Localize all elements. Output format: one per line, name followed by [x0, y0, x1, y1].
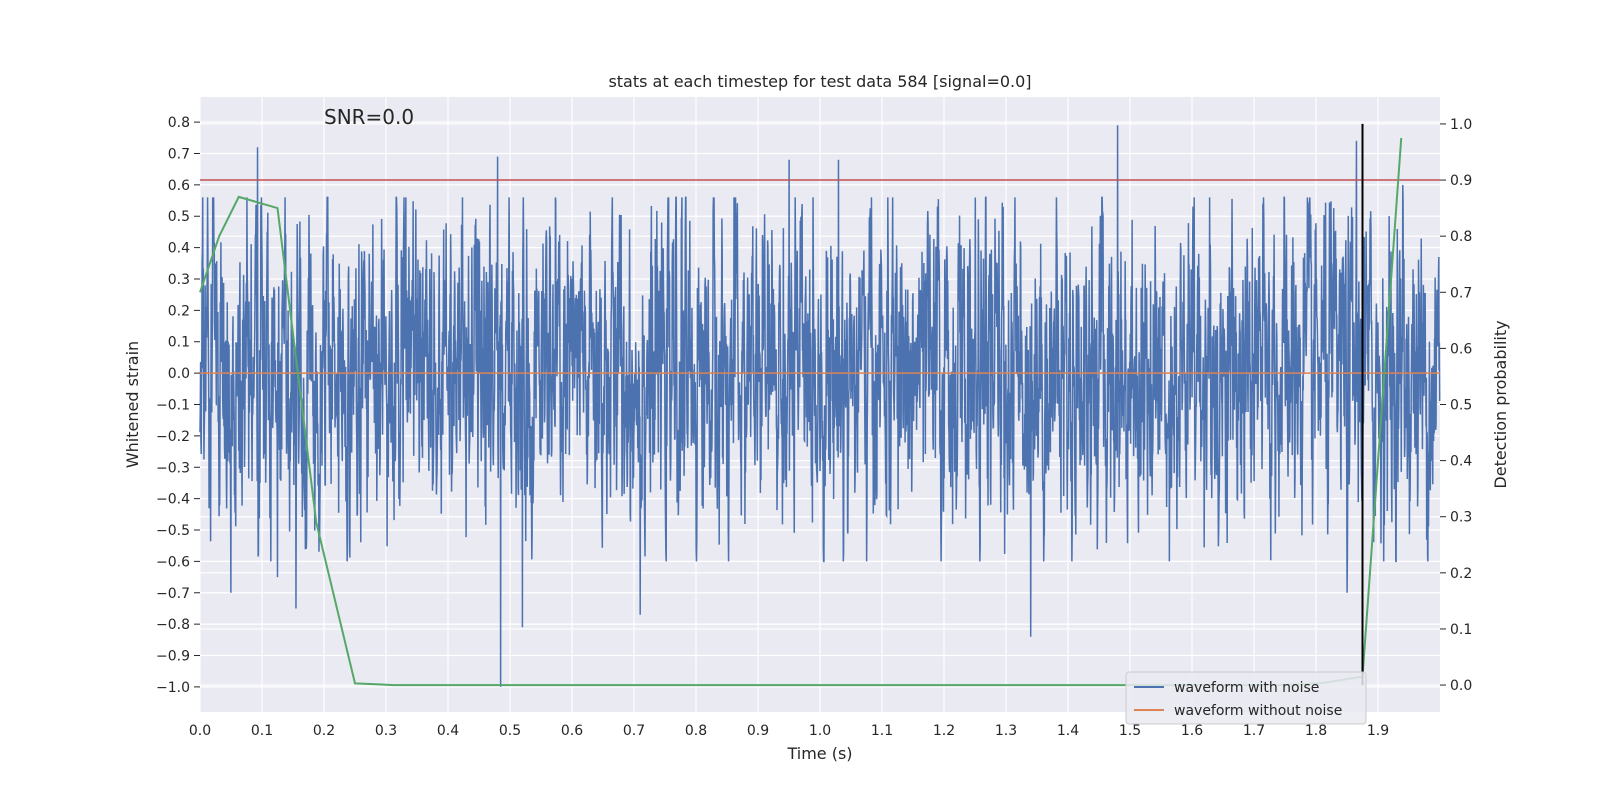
legend-entry-clean: waveform without noise	[1174, 703, 1342, 719]
y2-tick-label: 0.7	[1450, 285, 1472, 301]
x-tick-label: 1.6	[1181, 723, 1203, 739]
y-tick-label: −0.9	[156, 649, 190, 665]
y2-tick-label: 0.9	[1450, 173, 1472, 189]
x-tick-label: 1.2	[933, 723, 955, 739]
y2-tick-label: 0.1	[1450, 622, 1472, 638]
y2-tick-label: 0.2	[1450, 566, 1472, 582]
y-axis-label: Whitened strain	[123, 341, 142, 468]
y2-tick-label: 1.0	[1450, 117, 1472, 133]
y-tick-label: −0.5	[156, 523, 190, 539]
x-tick-label: 1.4	[1057, 723, 1079, 739]
x-tick-label: 0.2	[313, 723, 335, 739]
y-tick-label: −1.0	[156, 680, 190, 696]
legend: waveform with noise waveform without noi…	[1125, 671, 1367, 725]
x-tick-label: 1.1	[871, 723, 893, 739]
y-tick-label: −0.8	[156, 617, 190, 633]
x-tick-label: 0.6	[561, 723, 583, 739]
y-tick-label: 0.3	[168, 272, 190, 288]
y-tick-label: 0.1	[168, 335, 190, 351]
x-tick-label: 1.8	[1305, 723, 1327, 739]
y-tick-label: −0.3	[156, 460, 190, 476]
y-tick-label: 0.0	[168, 366, 190, 382]
y-tick-label: −0.7	[156, 586, 190, 602]
y-tick-label: 0.4	[168, 241, 190, 257]
x-tick-label: 0.1	[251, 723, 273, 739]
x-tick-label: 0.8	[685, 723, 707, 739]
x-tick-label: 1.5	[1119, 723, 1141, 739]
snr-annotation: SNR=0.0	[324, 105, 414, 129]
chart-title: stats at each timestep for test data 584…	[608, 72, 1031, 91]
x-tick-label: 1.3	[995, 723, 1017, 739]
x-tick-label: 0.7	[623, 723, 645, 739]
x-tick-label: 0.3	[375, 723, 397, 739]
x-tick-label: 0.4	[437, 723, 459, 739]
y2-axis-label: Detection probability	[1491, 320, 1510, 488]
y2-tick-label: 0.0	[1450, 678, 1472, 694]
y2-tick-label: 0.6	[1450, 341, 1472, 357]
y2-tick-label: 0.4	[1450, 454, 1472, 470]
y-tick-label: 0.6	[168, 178, 190, 194]
x-tick-label: 0.5	[499, 723, 521, 739]
y-tick-label: −0.1	[156, 398, 190, 414]
x-tick-label: 0.0	[189, 723, 211, 739]
tick-layer: 0.0 0.1 0.2 0.3 0.4 0.5 0.6 0.7 0.8 0.9 1.0 1.1 1.2 1…	[156, 115, 1472, 739]
legend-entry-noise: waveform with noise	[1174, 680, 1319, 696]
y-tick-label: 0.8	[168, 115, 190, 131]
y2-tick-label: 0.5	[1450, 398, 1472, 414]
y-tick-label: 0.2	[168, 303, 190, 319]
legend-box	[1125, 671, 1367, 725]
x-tick-label: 1.7	[1243, 723, 1265, 739]
y-tick-label: 0.7	[168, 146, 190, 162]
x-tick-label: 1.0	[809, 723, 831, 739]
y-tick-label: 0.5	[168, 209, 190, 225]
x-tick-label: 0.9	[747, 723, 769, 739]
x-tick-label: 1.9	[1367, 723, 1389, 739]
series-waveform-with-noise	[199, 125, 1441, 687]
y-tick-label: −0.4	[156, 492, 190, 508]
y2-tick-label: 0.8	[1450, 229, 1472, 245]
y-tick-label: −0.6	[156, 554, 190, 570]
y2-tick-label: 0.3	[1450, 510, 1472, 526]
x-axis-label: Time (s)	[786, 744, 852, 763]
y-tick-label: −0.2	[156, 429, 190, 445]
